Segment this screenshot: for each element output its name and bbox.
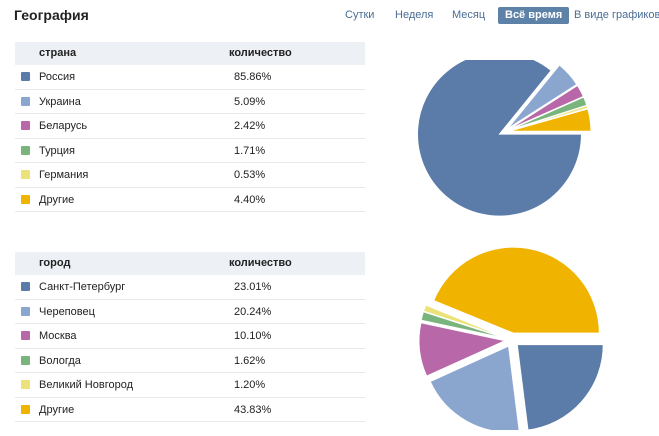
- period-week-link[interactable]: Неделя: [395, 9, 434, 21]
- period-as-graphs-link[interactable]: В виде графиков: [574, 9, 659, 21]
- row-name: Украина: [39, 95, 81, 108]
- city-pie-slice[interactable]: [516, 344, 604, 430]
- row-value: 4.40%: [234, 193, 266, 206]
- legend-swatch: [21, 331, 30, 340]
- row-name: Санкт-Петербург: [39, 281, 126, 293]
- table-row: Санкт-Петербург 23.01%: [15, 275, 365, 300]
- row-name: Череповец: [39, 305, 95, 318]
- row-name: Вологда: [39, 354, 81, 367]
- table-row: Беларусь 2.42%: [15, 114, 365, 139]
- count-column-header: количество: [229, 257, 292, 269]
- row-value: 1.20%: [234, 379, 266, 391]
- legend-swatch: [21, 170, 30, 179]
- country-pie-slice[interactable]: [508, 108, 592, 132]
- legend-swatch: [21, 355, 30, 365]
- countries-table: страна количество Россия 85.86% Украина 5.0…: [15, 42, 365, 212]
- countries-pie-chart: [417, 60, 592, 217]
- row-name: Турция: [39, 144, 75, 157]
- country-pie-slice[interactable]: [508, 104, 589, 132]
- page-title: География: [14, 7, 89, 23]
- countries-table-header: страна количество: [15, 42, 365, 65]
- city-column-header: город: [39, 257, 71, 269]
- legend-swatch: [21, 145, 30, 155]
- legend-swatch: [21, 96, 30, 106]
- city-pie-slice[interactable]: [422, 304, 506, 339]
- row-value: 20.24%: [234, 305, 272, 318]
- row-name: Великий Новгород: [39, 379, 134, 391]
- legend-swatch: [21, 306, 30, 316]
- table-row: Германия 0.53%: [15, 163, 365, 188]
- city-pie-slice[interactable]: [429, 345, 520, 430]
- country-pie-slice[interactable]: [507, 64, 578, 130]
- country-pie-slice[interactable]: [417, 60, 582, 217]
- row-value: 1.62%: [234, 354, 266, 367]
- row-name: Москва: [39, 330, 77, 342]
- legend-swatch: [21, 404, 30, 414]
- period-all-time-button[interactable]: Всё время: [498, 7, 570, 24]
- table-row: Турция 1.71%: [15, 139, 365, 163]
- row-value: 5.09%: [234, 95, 266, 108]
- period-switcher: Сутки Неделя Месяц Всё время В виде граф…: [0, 7, 659, 25]
- row-value: 0.53%: [234, 169, 266, 181]
- table-row: Великий Новгород 1.20%: [15, 373, 365, 398]
- period-month-link[interactable]: Месяц: [452, 9, 486, 21]
- country-pie-slice[interactable]: [508, 84, 585, 131]
- row-name: Другие: [39, 403, 75, 416]
- cities-pie-chart: [418, 246, 604, 430]
- city-pie-slice[interactable]: [420, 311, 506, 339]
- city-pie-slice[interactable]: [418, 322, 507, 377]
- cities-table: город количество Санкт-Петербург 23.01% Че…: [15, 252, 365, 422]
- table-row: Череповец 20.24%: [15, 300, 365, 324]
- row-value: 10.10%: [234, 330, 272, 342]
- row-name: Беларусь: [39, 120, 88, 132]
- row-value: 1.71%: [234, 144, 266, 157]
- legend-swatch: [21, 194, 30, 204]
- period-day-link[interactable]: Сутки: [345, 9, 375, 21]
- table-row: Другие 4.40%: [15, 188, 365, 212]
- legend-swatch: [21, 121, 30, 130]
- row-name: Россия: [39, 71, 76, 83]
- legend-swatch: [21, 380, 30, 389]
- row-name: Другие: [39, 193, 75, 206]
- country-column-header: страна: [39, 47, 77, 59]
- legend-swatch: [21, 72, 30, 81]
- table-row: Другие 43.83%: [15, 398, 365, 422]
- row-value: 2.42%: [234, 120, 266, 132]
- table-row: Россия 85.86%: [15, 65, 365, 90]
- legend-swatch: [21, 282, 30, 291]
- row-value: 43.83%: [234, 403, 272, 416]
- row-name: Германия: [39, 169, 89, 181]
- table-row: Вологда 1.62%: [15, 349, 365, 373]
- count-column-header: количество: [229, 47, 292, 59]
- table-row: Украина 5.09%: [15, 90, 365, 114]
- cities-table-header: город количество: [15, 252, 365, 275]
- table-row: Москва 10.10%: [15, 324, 365, 349]
- row-value: 85.86%: [234, 71, 272, 83]
- city-pie-slice[interactable]: [433, 246, 600, 334]
- row-value: 23.01%: [234, 281, 272, 293]
